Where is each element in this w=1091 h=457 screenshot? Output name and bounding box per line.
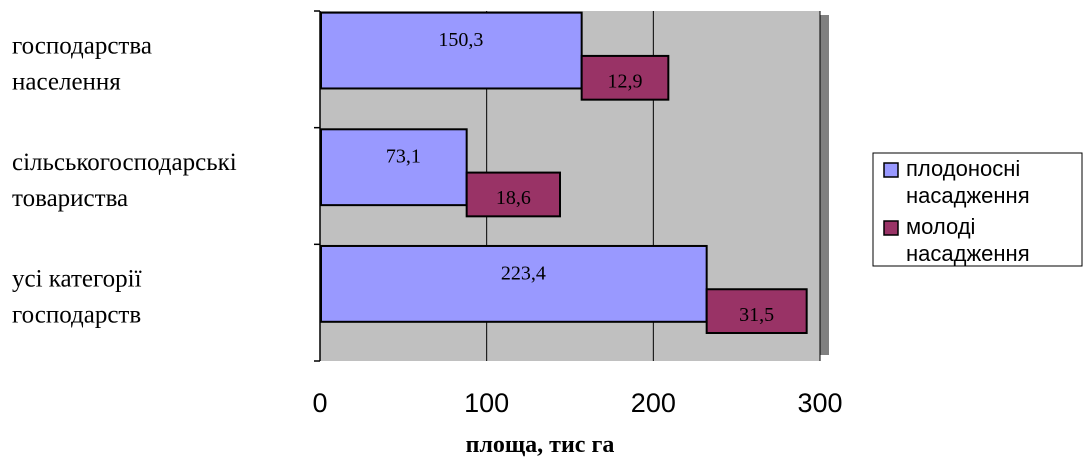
category-label-3-line-2: господарств: [12, 302, 141, 329]
legend-box: [872, 152, 1083, 267]
legend-label-series-1-line-1: плодоносні: [906, 156, 1020, 181]
bar-1-series-2: [580, 54, 670, 101]
category-label-1-line-2: населення: [12, 68, 121, 95]
category-label-2-line-1: сільськогосподарські: [12, 149, 237, 176]
data-label-1-series-2: 12,9: [608, 70, 643, 92]
bar-3-series-1: [320, 244, 708, 323]
data-label-3-series-1: 223,4: [501, 262, 546, 284]
legend-label-series-2-line-2: насадження: [906, 241, 1030, 266]
bar-2-series-2: [465, 171, 561, 218]
bar-3-series-2: [705, 288, 808, 334]
x-tick-label: 0: [312, 388, 327, 418]
category-label-3-line-1: усі категорії: [12, 266, 142, 293]
category-label-2-line-2: товариства: [12, 185, 128, 212]
legend-label-series-1-line-2: насадження: [906, 183, 1030, 208]
bar-2-series-1: [320, 128, 468, 207]
x-axis-tick-labels: 0 100 200 300: [312, 388, 842, 418]
data-label-3-series-2: 31,5: [739, 304, 774, 326]
bars: 150,3 12,9 73,1 18,6 223,4 31,5: [320, 11, 808, 334]
bar-1-series-1: [320, 11, 583, 90]
data-label-1-series-1: 150,3: [438, 29, 483, 51]
x-tick-label: 200: [631, 388, 676, 418]
x-tick-label: 300: [797, 388, 842, 418]
category-label-1-line-1: господарства: [12, 32, 152, 59]
legend-label-series-2-line-1: молоді: [906, 214, 975, 239]
data-label-2-series-1: 73,1: [386, 146, 421, 168]
legend-swatch-series-2: [883, 220, 899, 236]
category-labels: господарства населення сільськогосподарськ…: [12, 32, 237, 328]
legend-swatch-series-1: [883, 162, 899, 178]
x-axis-label: площа, тис га: [466, 432, 615, 457]
x-tick-label: 100: [464, 388, 509, 418]
y-axis-ticks: [314, 10, 320, 362]
data-label-2-series-2: 18,6: [496, 187, 531, 209]
